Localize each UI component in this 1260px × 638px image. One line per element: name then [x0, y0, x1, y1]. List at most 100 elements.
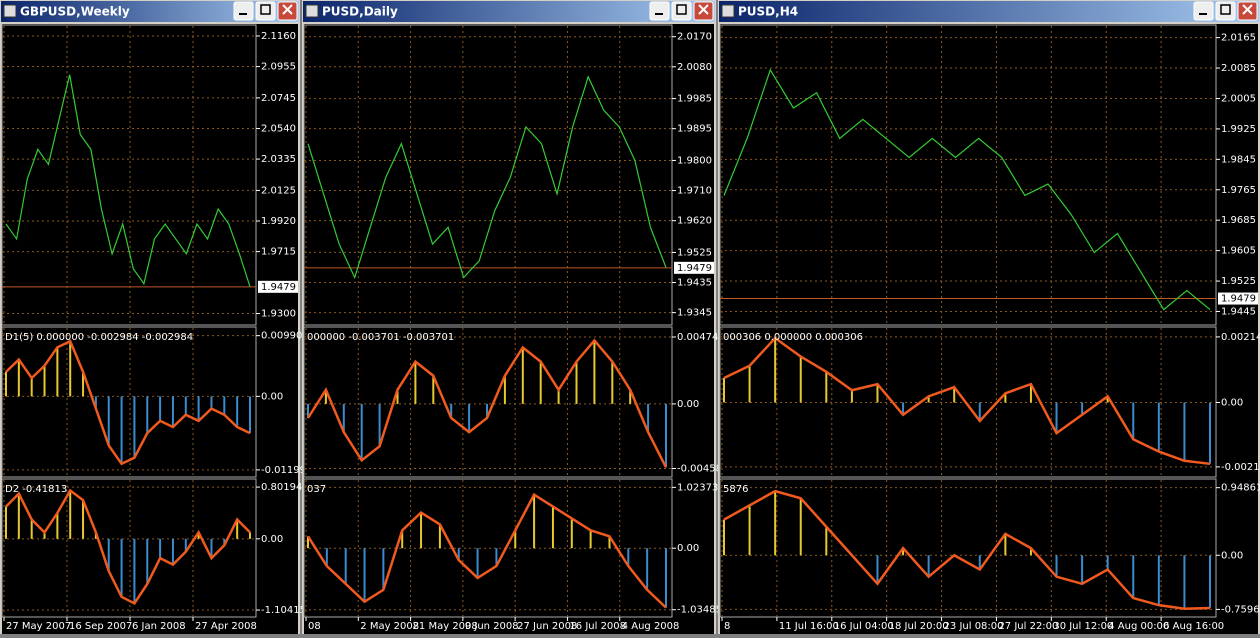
histogram-bar	[1209, 555, 1211, 609]
histogram-bar	[1183, 555, 1186, 609]
time-label: 27 Jun 2008	[517, 621, 577, 632]
histogram-bar	[927, 555, 930, 577]
price-label: 0.80194	[261, 482, 302, 493]
histogram-bar	[468, 403, 471, 433]
title-bar	[719, 1, 1259, 22]
histogram-bar	[1106, 555, 1109, 570]
histogram-bar	[521, 347, 524, 404]
price-label: 2.0335	[261, 154, 296, 165]
time-label: 18 Jul 20:00	[889, 621, 949, 632]
window-title: GBPUSD,Weekly	[20, 5, 130, 19]
histogram-bar	[159, 538, 162, 559]
indicator-label: D2 -0.41813	[5, 484, 67, 495]
histogram-bar	[107, 538, 110, 572]
price-label: 1.9710	[677, 186, 712, 197]
histogram-bar	[133, 396, 136, 458]
histogram-bar	[146, 396, 149, 434]
histogram-bar	[17, 359, 20, 397]
histogram-bar	[799, 356, 802, 403]
histogram-bar	[197, 396, 200, 421]
histogram-bar	[533, 494, 536, 549]
current-price-box	[258, 280, 298, 293]
time-label: 27 Jul 22:00	[998, 621, 1058, 632]
chart-area	[2, 24, 298, 634]
price-label: -0.01199	[261, 465, 306, 476]
price-label: -1.10415	[261, 605, 306, 616]
price-label: 2.0005	[1221, 93, 1256, 104]
pane-border	[719, 24, 1217, 326]
histogram-bar	[325, 548, 328, 567]
time-label: 6 Jan 2008	[132, 621, 186, 632]
close-button[interactable]	[1237, 1, 1258, 21]
histogram-bar	[1004, 393, 1007, 403]
histogram-bar	[503, 375, 506, 404]
histogram-bar	[43, 365, 46, 397]
time-label: 23 Jul 08:00	[944, 621, 1004, 632]
price-line	[5, 74, 251, 287]
histogram-bar	[5, 371, 7, 397]
time-label: 16 Sep 2007	[69, 621, 132, 632]
close-button[interactable]	[693, 1, 714, 21]
price-label: 0.94861	[1221, 483, 1260, 494]
histogram-bar	[570, 518, 573, 549]
price-label: 0.00	[1221, 398, 1243, 409]
price-label: 0.00	[261, 534, 283, 545]
pane-border	[303, 326, 673, 478]
histogram-bar	[953, 387, 956, 403]
histogram-bar	[608, 536, 611, 549]
price-label: 1.9620	[677, 216, 712, 227]
current-price-box	[674, 261, 714, 274]
time-label: 30 Jul 12:00	[1053, 621, 1113, 632]
histogram-bar	[486, 403, 488, 419]
minimize-button[interactable]	[649, 1, 670, 21]
histogram-bar	[107, 396, 110, 446]
icon	[676, 4, 687, 15]
histogram-bar	[646, 548, 649, 590]
histogram-bar	[171, 396, 174, 428]
histogram-bar	[17, 493, 20, 539]
price-label: 1.9525	[677, 247, 712, 258]
price-label: 1.9800	[677, 155, 712, 166]
price-label: 1.9435	[677, 278, 712, 289]
price-label: -0.0021	[1221, 462, 1260, 473]
histogram-bar	[82, 371, 85, 397]
time-label: 4 Aug 00:00	[1108, 621, 1169, 632]
histogram-bar	[575, 361, 578, 404]
histogram-bar	[551, 506, 554, 549]
histogram-bar	[56, 347, 59, 397]
histogram-bar	[378, 403, 381, 447]
histogram-bar	[82, 500, 85, 539]
price-label: 0.009904	[261, 331, 309, 342]
time-label: 11 Jul 16:00	[779, 621, 839, 632]
histogram-bar	[876, 384, 879, 403]
minimize-button[interactable]	[233, 1, 254, 21]
pane-border	[1, 24, 257, 326]
time-label: 21 May 2008	[413, 621, 478, 632]
histogram-bar	[360, 403, 363, 461]
histogram-bar	[363, 548, 366, 602]
histogram-bar	[978, 555, 981, 570]
time-label: 4 Aug 2008	[622, 621, 680, 632]
minimize-button[interactable]	[1193, 1, 1214, 21]
price-line	[723, 68, 1211, 311]
indicator-line	[723, 489, 1211, 610]
histogram-bar	[825, 371, 828, 403]
histogram-bar	[774, 338, 777, 403]
indicator-label: 5876	[723, 484, 748, 495]
icon	[1220, 4, 1231, 15]
window-icon	[3, 4, 17, 18]
indicator-label: D1(5) 0.000000 -0.002984 -0.002984	[5, 332, 193, 343]
histogram-bar	[825, 526, 828, 556]
histogram-bar	[56, 513, 59, 539]
price-label: 2.0745	[261, 93, 296, 104]
indicator-label: 000306 0.000000 0.000306	[723, 332, 863, 343]
time-label: 16 Jul 2008	[569, 621, 626, 632]
histogram-bar	[514, 530, 517, 549]
close-button[interactable]	[277, 1, 298, 21]
histogram-bar	[210, 538, 213, 559]
histogram-bar	[1132, 555, 1135, 599]
price-label: -1.03485	[677, 605, 722, 616]
histogram-bar	[629, 389, 632, 404]
time-label: 2 May 2008	[360, 621, 419, 632]
